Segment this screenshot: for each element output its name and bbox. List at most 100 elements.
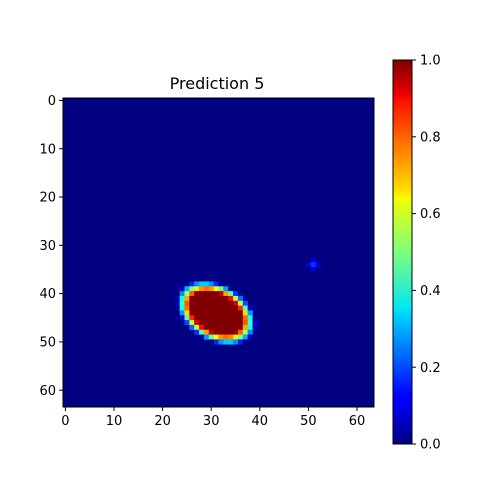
heatmap-cell xyxy=(208,295,214,302)
heatmap-cell xyxy=(203,286,210,292)
heatmap-cell xyxy=(203,281,210,287)
heatmap-cells xyxy=(63,98,374,407)
heatmap-cell xyxy=(189,310,195,316)
heatmap-cell xyxy=(189,295,195,302)
heatmap-cell xyxy=(237,305,244,311)
heatmap-cell xyxy=(213,310,219,316)
heatmap-cell xyxy=(179,315,185,321)
heatmap-cell xyxy=(213,281,219,287)
heatmap-cell xyxy=(199,315,205,321)
heatmap-cell xyxy=(218,324,224,331)
heatmap-cell xyxy=(233,305,239,311)
colorbar-tick-0.6: 0.6 xyxy=(412,207,441,222)
heatmap-cell xyxy=(233,324,239,331)
heatmap-cell xyxy=(237,320,244,326)
heatmap-cell xyxy=(203,324,210,331)
heatmap-background xyxy=(63,98,374,407)
heatmap-cell xyxy=(218,286,224,292)
y-tick-label: 40 xyxy=(39,287,56,302)
heatmap-cell xyxy=(179,300,185,306)
y-tick-label: 10 xyxy=(39,142,56,157)
heatmap-cell xyxy=(208,300,214,306)
heatmap-cell xyxy=(179,291,185,297)
heatmap-cell xyxy=(223,324,229,331)
heatmap-cell xyxy=(233,334,239,340)
heatmap-cell xyxy=(184,291,190,297)
heatmap-cell xyxy=(237,310,244,316)
x-tick-60: 60 xyxy=(349,407,365,429)
x-tick-30: 30 xyxy=(203,407,219,429)
heatmap-cell xyxy=(223,310,229,316)
x-tick-20: 20 xyxy=(154,407,171,429)
heatmap-cell xyxy=(237,324,244,331)
heatmap-cell xyxy=(199,324,205,331)
colorbar-tick-label: 0.6 xyxy=(420,207,441,222)
heatmap-cell xyxy=(242,310,248,316)
heatmap-cell xyxy=(194,310,200,316)
heatmap-cell xyxy=(189,320,195,326)
chart-title: Prediction 5 xyxy=(170,74,265,93)
heatmap-cell xyxy=(223,320,229,326)
heatmap-cell xyxy=(194,324,200,331)
heatmap-cell xyxy=(233,300,239,306)
y-tick-label: 30 xyxy=(39,239,56,254)
heatmap-cell xyxy=(247,329,253,335)
heatmap-cell xyxy=(252,320,258,326)
heatmap-cell xyxy=(208,315,214,321)
heatmap-cell xyxy=(208,334,214,340)
heatmap-cell xyxy=(189,305,195,311)
heatmap-cell xyxy=(310,262,316,268)
heatmap-cell xyxy=(223,291,229,297)
x-tick-label: 40 xyxy=(252,414,269,429)
heatmap-cell xyxy=(213,305,219,311)
heatmap-cell xyxy=(203,291,210,297)
heatmap-cell xyxy=(223,300,229,306)
y-tick-label: 50 xyxy=(39,336,56,351)
heatmap-cell xyxy=(247,320,253,326)
heatmap-cell xyxy=(242,334,248,340)
heatmap-cell xyxy=(218,315,224,321)
heatmap-cell xyxy=(203,305,210,311)
heatmap-cell xyxy=(203,310,210,316)
x-tick-label: 50 xyxy=(300,414,317,429)
plot-frame xyxy=(62,97,375,408)
heatmap-cell xyxy=(223,315,229,321)
heatmap-cell xyxy=(242,300,248,306)
heatmap-cell xyxy=(233,329,239,335)
heatmap-cell xyxy=(242,320,248,326)
heatmap-cell xyxy=(199,300,205,306)
heatmap-cell xyxy=(189,315,195,321)
heatmap-cell xyxy=(247,334,253,340)
heatmap-cell xyxy=(218,281,224,287)
x-axis: 0 10 20 30 40 50 60 xyxy=(61,407,365,429)
colorbar-tick-label: 0.8 xyxy=(420,130,441,145)
heatmap-cell xyxy=(218,329,224,335)
heatmap-cell xyxy=(233,310,239,316)
colorbar-tick-0.4: 0.4 xyxy=(412,284,441,299)
heatmap-cell xyxy=(174,295,180,302)
heatmap-cell xyxy=(199,329,205,335)
heatmap-cell xyxy=(228,324,234,331)
y-tick-30: 30 xyxy=(39,239,63,254)
heatmap-cell xyxy=(184,305,190,311)
heatmap-cell xyxy=(223,286,229,292)
heatmap-cell xyxy=(242,305,248,311)
heatmap-cell xyxy=(310,266,316,273)
heatmap-cell xyxy=(247,305,253,311)
x-tick-label: 20 xyxy=(154,414,171,429)
heatmap-cell xyxy=(189,286,195,292)
heatmap-cell xyxy=(194,291,200,297)
heatmap-cell xyxy=(218,305,224,311)
heatmap-cell xyxy=(305,262,312,268)
heatmap-cell xyxy=(208,310,214,316)
heatmap-cell xyxy=(213,334,219,340)
colorbar-tick-0.8: 0.8 xyxy=(412,130,441,145)
heatmap-cell xyxy=(242,315,248,321)
heatmap-cell xyxy=(310,257,316,263)
heatmap-cell xyxy=(315,262,321,268)
heatmap-cell xyxy=(203,329,210,335)
heatmap-cell xyxy=(233,291,239,297)
heatmap-cell xyxy=(194,315,200,321)
heatmap-cell xyxy=(233,295,239,302)
